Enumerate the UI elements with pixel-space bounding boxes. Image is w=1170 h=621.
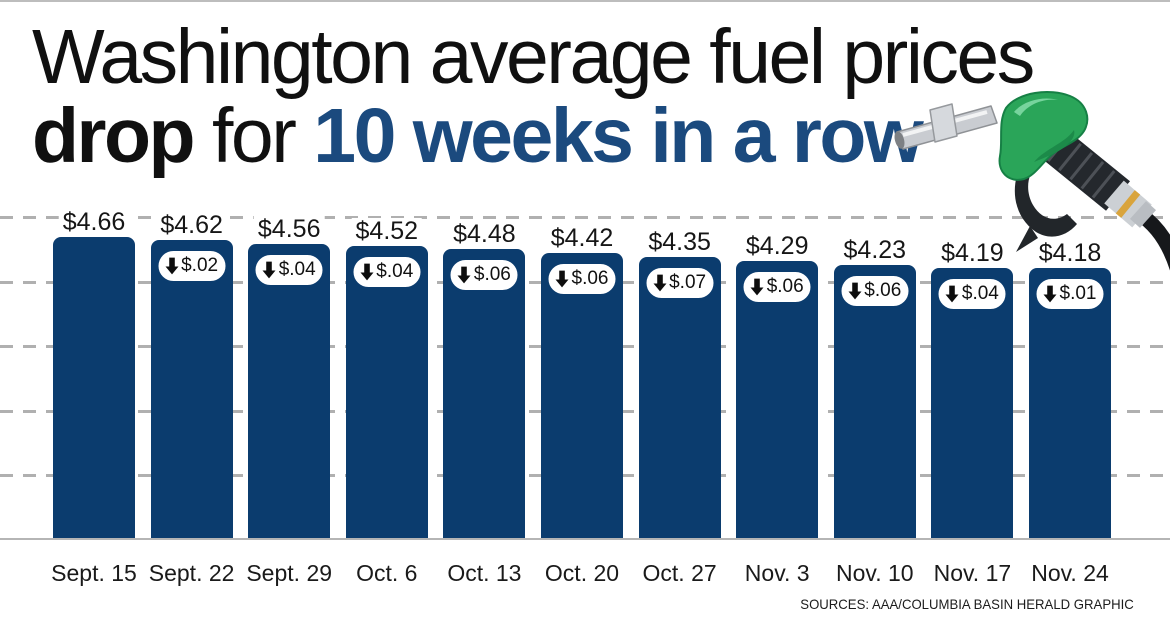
price-drop-amount: $.06 — [766, 276, 804, 298]
down-arrow-icon — [262, 261, 276, 279]
price-drop-amount: $.02 — [181, 255, 219, 277]
spout-collar — [929, 103, 958, 143]
bar-column: $4.18 $.01 Nov. 24 — [1029, 2, 1111, 621]
gridline — [0, 216, 1170, 219]
price-label: $4.18 — [1034, 240, 1106, 266]
bar: $.07 — [638, 257, 721, 538]
bar-column: $4.19 $.04 Nov. 17 — [931, 2, 1014, 621]
date-label: Nov. 3 — [744, 560, 810, 586]
date-label: Sept. 22 — [148, 560, 235, 586]
trigger-guard — [1014, 156, 1077, 237]
title-drop-word: drop — [32, 92, 196, 179]
bar-column: $4.56 $.04 Sept. 29 — [246, 2, 333, 621]
bar-column: $4.42 $.06 Oct. 20 — [541, 2, 623, 621]
price-drop-badge: $.02 — [155, 248, 229, 285]
date-label: Sept. 29 — [246, 560, 333, 586]
price-drop-badge: $.07 — [643, 265, 717, 302]
bar: $.06 — [833, 265, 916, 538]
bar — [53, 237, 135, 538]
price-drop-amount: $.04 — [961, 282, 999, 304]
price-label: $4.35 — [644, 229, 715, 255]
price-drop-badge: $.06 — [545, 260, 619, 297]
date-label: Oct. 6 — [356, 560, 418, 586]
down-arrow-icon — [945, 285, 959, 303]
price-label: $4.56 — [253, 215, 325, 242]
bar-column: $4.52 $.04 Oct. 6 — [345, 2, 428, 621]
bar: $.04 — [931, 267, 1014, 538]
fuel-nozzle-icon — [894, 91, 1170, 271]
price-drop-badge: $.06 — [838, 273, 912, 310]
bar-column: $4.35 $.07 Oct. 27 — [638, 2, 721, 621]
title-line-2: drop for 10 weeks in a row — [32, 96, 1033, 176]
bar-column: $4.48 $.06 Oct. 13 — [443, 2, 526, 621]
down-arrow-icon — [457, 266, 471, 284]
price-drop-amount: $.01 — [1059, 283, 1097, 305]
price-label: $4.23 — [839, 237, 911, 263]
price-drop-amount: $.07 — [669, 272, 707, 294]
date-label: Oct. 13 — [447, 560, 522, 586]
date-label: Sept. 15 — [51, 560, 137, 586]
price-drop-badge: $.06 — [740, 269, 814, 306]
price-drop-amount: $.04 — [278, 258, 316, 280]
price-drop-amount: $.06 — [571, 267, 609, 289]
price-label: $4.62 — [156, 212, 227, 238]
price-drop-badge: $.06 — [447, 257, 521, 294]
price-drop-amount: $.06 — [473, 264, 511, 286]
title-mid-word: for — [211, 92, 297, 179]
bar: $.06 — [736, 261, 819, 538]
chart-title: Washington average fuel prices drop for … — [32, 14, 1035, 176]
price-label: $4.52 — [351, 218, 423, 244]
title-highlight: 10 weeks in a row — [313, 92, 924, 179]
price-drop-amount: $.04 — [376, 261, 414, 283]
gold-ring — [1115, 190, 1141, 218]
date-label: Nov. 17 — [933, 560, 1012, 586]
price-label: $4.48 — [449, 221, 520, 247]
bar: $.01 — [1029, 268, 1111, 538]
bar: $.04 — [248, 243, 331, 538]
date-label: Oct. 20 — [544, 560, 620, 586]
down-arrow-icon — [165, 257, 179, 275]
bar-column: $4.29 $.06 Nov. 3 — [736, 2, 819, 621]
down-arrow-icon — [555, 270, 569, 288]
fuel-hose — [1132, 206, 1170, 271]
down-arrow-icon — [653, 275, 667, 292]
price-drop-badge: $.04 — [935, 275, 1009, 312]
down-arrow-icon — [848, 282, 862, 300]
price-drop-amount: $.06 — [864, 280, 902, 302]
down-arrow-icon — [750, 278, 764, 296]
x-axis-line — [0, 538, 1170, 540]
bar: $.06 — [443, 249, 526, 538]
down-arrow-icon — [360, 264, 374, 281]
bar: $.02 — [150, 240, 233, 538]
bar: $.06 — [541, 252, 623, 538]
title-line-1: Washington average fuel prices — [32, 14, 1035, 100]
price-drop-badge: $.04 — [350, 254, 424, 291]
price-label: $4.66 — [58, 209, 130, 235]
bar-column: $4.62 $.02 Sept. 22 — [148, 2, 235, 621]
bar-column: $4.23 $.06 Nov. 10 — [833, 2, 916, 621]
bar-column: $4.66 Sept. 15 — [51, 2, 137, 621]
price-drop-badge: $.04 — [252, 251, 326, 288]
date-label: Nov. 10 — [836, 560, 914, 586]
price-label: $4.29 — [741, 233, 813, 259]
price-label: $4.19 — [937, 239, 1008, 266]
down-arrow-icon — [1043, 286, 1057, 303]
source-credit: SOURCES: AAA/COLUMBIA BASIN HERALD GRAPH… — [800, 596, 1134, 612]
price-label: $4.42 — [546, 224, 618, 251]
bar: $.04 — [345, 246, 428, 538]
price-drop-badge: $.01 — [1033, 276, 1107, 313]
date-label: Oct. 27 — [642, 560, 717, 586]
date-label: Nov. 24 — [1031, 560, 1109, 586]
